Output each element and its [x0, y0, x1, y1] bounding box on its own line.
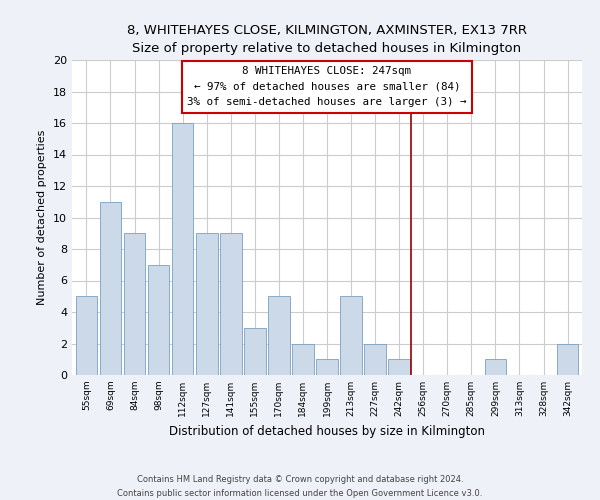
Title: 8, WHITEHAYES CLOSE, KILMINGTON, AXMINSTER, EX13 7RR
Size of property relative t: 8, WHITEHAYES CLOSE, KILMINGTON, AXMINST…: [127, 24, 527, 54]
Bar: [340, 296, 362, 375]
Bar: [292, 344, 314, 375]
X-axis label: Distribution of detached houses by size in Kilmington: Distribution of detached houses by size …: [169, 424, 485, 438]
Bar: [485, 359, 506, 375]
Bar: [268, 296, 290, 375]
Bar: [76, 296, 97, 375]
Bar: [364, 344, 386, 375]
Bar: [100, 202, 121, 375]
Bar: [316, 359, 338, 375]
Bar: [388, 359, 410, 375]
Bar: [124, 233, 145, 375]
Bar: [557, 344, 578, 375]
Bar: [244, 328, 266, 375]
Bar: [196, 233, 218, 375]
Text: Contains HM Land Registry data © Crown copyright and database right 2024.
Contai: Contains HM Land Registry data © Crown c…: [118, 476, 482, 498]
Y-axis label: Number of detached properties: Number of detached properties: [37, 130, 47, 305]
Bar: [220, 233, 242, 375]
Bar: [172, 123, 193, 375]
Bar: [148, 265, 169, 375]
Text: 8 WHITEHAYES CLOSE: 247sqm
← 97% of detached houses are smaller (84)
3% of semi-: 8 WHITEHAYES CLOSE: 247sqm ← 97% of deta…: [187, 66, 467, 108]
